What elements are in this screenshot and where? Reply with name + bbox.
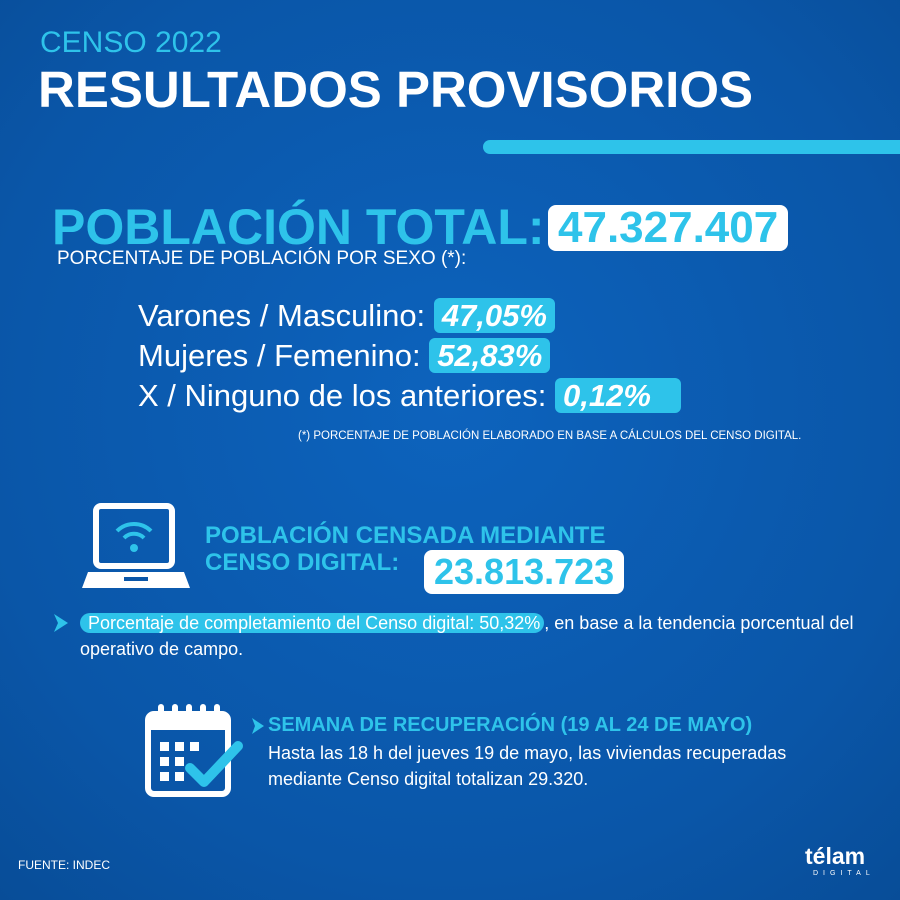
sex-heading: PORCENTAJE DE POBLACIÓN POR SEXO (*): xyxy=(57,248,467,269)
sex-label: Mujeres / Femenino: xyxy=(138,338,421,373)
sex-list: Varones / Masculino: 47,05% Mujeres / Fe… xyxy=(138,296,681,416)
digital-value: 23.813.723 xyxy=(424,550,625,594)
recovery-text: Hasta las 18 h del jueves 19 de mayo, la… xyxy=(268,743,787,789)
recovery-heading: SEMANA DE RECUPERACIÓN (19 AL 24 DE MAYO… xyxy=(268,714,753,736)
title: RESULTADOS PROVISORIOS xyxy=(38,61,754,118)
digital-label-line: POBLACIÓN CENSADA MEDIANTE xyxy=(205,522,606,549)
accent-bar xyxy=(483,140,900,154)
sex-row: Varones / Masculino: 47,05% xyxy=(138,296,681,336)
kicker: CENSO 2022 xyxy=(40,26,222,59)
note: (*) PORCENTAJE DE POBLACIÓN ELABORADO EN… xyxy=(298,430,802,442)
sex-row: Mujeres / Femenino: 52,83% xyxy=(138,336,681,376)
digital-label-line: CENSO DIGITAL: xyxy=(205,549,400,576)
laptop-icon xyxy=(82,503,190,588)
logo: télam xyxy=(805,843,866,869)
sex-row: X / Ninguno de los anteriores: 0,12% xyxy=(138,376,681,416)
sex-label: Varones / Masculino: xyxy=(138,298,426,333)
source: FUENTE: INDEC xyxy=(18,858,111,872)
sex-value: 47,05% xyxy=(433,298,555,333)
sex-value: 52,83% xyxy=(429,338,551,373)
total-value: 47.327.407 xyxy=(548,205,789,251)
calendar-icon xyxy=(145,704,243,797)
arrow-icon xyxy=(252,718,264,734)
digital-label: POBLACIÓN CENSADA MEDIANTE CENSO DIGITAL… xyxy=(205,522,605,576)
sex-label: X / Ninguno de los anteriores: xyxy=(138,378,547,413)
sex-value: 0,12% xyxy=(555,378,681,413)
arrow-icon xyxy=(54,614,68,632)
digital-highlight: Porcentaje de completamiento del Censo d… xyxy=(80,613,545,633)
logo-sub: DIGITAL xyxy=(813,870,875,877)
digital-text: Porcentaje de completamiento del Censo d… xyxy=(80,610,860,662)
total-label: POBLACIÓN TOTAL: xyxy=(52,199,545,255)
digital-rest: , en base a la tendencia porcentual del … xyxy=(80,613,854,659)
